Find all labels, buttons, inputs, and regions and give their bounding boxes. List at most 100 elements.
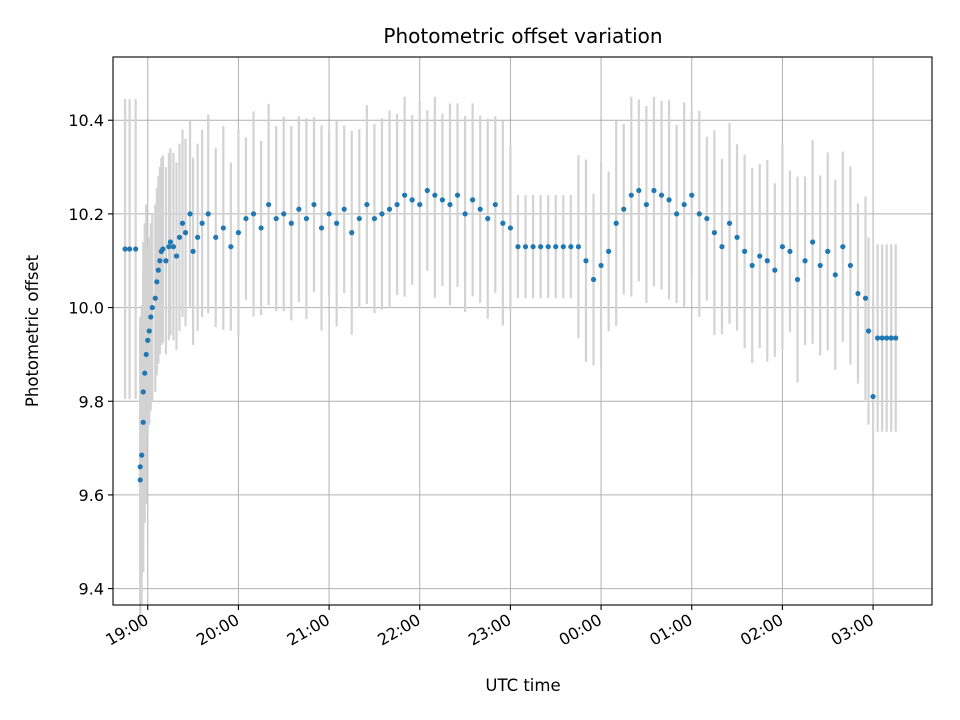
data-point bbox=[122, 246, 128, 252]
plot-frame bbox=[112, 56, 933, 606]
data-point bbox=[779, 244, 786, 250]
data-point bbox=[613, 220, 619, 226]
data-point bbox=[133, 246, 139, 252]
x-tick-label: 02:00 bbox=[737, 610, 786, 650]
data-point bbox=[182, 230, 189, 236]
data-point bbox=[568, 244, 574, 250]
data-point bbox=[726, 220, 733, 226]
data-point bbox=[157, 258, 163, 264]
data-point bbox=[666, 197, 672, 203]
data-point bbox=[598, 262, 604, 269]
data-point bbox=[250, 211, 257, 217]
chart-title: Photometric offset variation bbox=[383, 24, 662, 48]
data-point bbox=[145, 337, 151, 343]
data-point bbox=[160, 246, 166, 252]
y-tick-label: 9.4 bbox=[79, 580, 104, 599]
x-tick-label: 00:00 bbox=[556, 610, 605, 650]
x-tick-label: 21:00 bbox=[284, 610, 333, 650]
data-point bbox=[888, 335, 894, 341]
y-tick-label: 9.6 bbox=[79, 486, 104, 505]
y-axis-ticks: 9.4 9.6 9.8 10.0 10.2 10.4 bbox=[68, 111, 113, 599]
data-point bbox=[149, 304, 155, 311]
data-point bbox=[235, 230, 242, 236]
data-point bbox=[875, 335, 881, 341]
data-point bbox=[176, 234, 183, 240]
data-point bbox=[281, 211, 287, 217]
data-point bbox=[364, 201, 370, 208]
data-point bbox=[311, 201, 317, 208]
data-point bbox=[696, 211, 702, 217]
data-point bbox=[187, 211, 193, 217]
data-point bbox=[847, 262, 854, 269]
data-point bbox=[179, 220, 186, 226]
data-point bbox=[855, 290, 861, 297]
data-point bbox=[173, 253, 180, 259]
y-axis-label: Photometric offset bbox=[23, 254, 42, 407]
data-point bbox=[163, 258, 169, 264]
data-point bbox=[341, 206, 347, 212]
y-tick-label: 10.0 bbox=[68, 299, 104, 318]
data-point bbox=[205, 211, 211, 217]
data-point bbox=[142, 370, 148, 376]
data-point bbox=[538, 244, 544, 250]
data-point bbox=[817, 262, 823, 269]
data-point bbox=[379, 211, 385, 217]
data-point bbox=[155, 267, 161, 273]
data-point bbox=[170, 244, 177, 250]
data-point bbox=[334, 220, 340, 226]
data-point bbox=[152, 295, 158, 301]
data-point bbox=[137, 477, 143, 483]
x-axis-label: UTC time bbox=[485, 676, 560, 695]
data-point bbox=[439, 197, 446, 203]
data-point bbox=[148, 314, 154, 320]
data-point bbox=[794, 276, 801, 283]
data-point bbox=[462, 211, 468, 217]
data-point bbox=[719, 244, 725, 250]
data-point bbox=[879, 335, 885, 341]
data-point bbox=[575, 244, 582, 250]
data-point bbox=[417, 201, 423, 208]
data-point bbox=[146, 328, 152, 334]
data-point bbox=[862, 295, 869, 301]
x-axis-ticks: 19:00 20:00 21:00 22:00 23:00 00:00 01:00 02:00… bbox=[102, 605, 877, 650]
data-point bbox=[213, 234, 219, 240]
data-point bbox=[139, 452, 145, 458]
data-point bbox=[349, 230, 355, 236]
data-point bbox=[553, 244, 559, 250]
data-point bbox=[288, 220, 294, 226]
x-tick-label: 20:00 bbox=[193, 610, 242, 650]
data-point bbox=[840, 244, 846, 250]
data-point bbox=[757, 253, 763, 259]
data-point bbox=[583, 258, 589, 264]
data-point bbox=[424, 187, 430, 194]
x-tick-label: 03:00 bbox=[828, 610, 877, 650]
data-point bbox=[273, 215, 279, 222]
data-point bbox=[143, 351, 149, 358]
data-point bbox=[485, 215, 491, 222]
data-point bbox=[689, 192, 695, 198]
data-point bbox=[832, 272, 838, 278]
data-point bbox=[651, 187, 657, 194]
data-point bbox=[711, 230, 718, 236]
data-point bbox=[137, 464, 143, 470]
data-point bbox=[893, 335, 899, 341]
data-point bbox=[303, 215, 310, 222]
data-point bbox=[470, 197, 476, 203]
data-point bbox=[326, 211, 332, 217]
data-point bbox=[402, 192, 408, 198]
data-point bbox=[772, 267, 778, 273]
data-point bbox=[220, 225, 226, 231]
data-point bbox=[127, 246, 133, 252]
data-point bbox=[704, 215, 710, 222]
data-point bbox=[318, 225, 325, 231]
data-point bbox=[560, 244, 566, 250]
data-point bbox=[865, 328, 872, 334]
x-tick-label: 23:00 bbox=[465, 610, 514, 650]
data-point bbox=[447, 201, 453, 208]
data-point bbox=[140, 419, 146, 425]
data-point bbox=[228, 244, 234, 250]
data-point bbox=[681, 201, 687, 208]
data-point bbox=[154, 279, 160, 285]
y-tick-label: 9.8 bbox=[79, 392, 104, 411]
